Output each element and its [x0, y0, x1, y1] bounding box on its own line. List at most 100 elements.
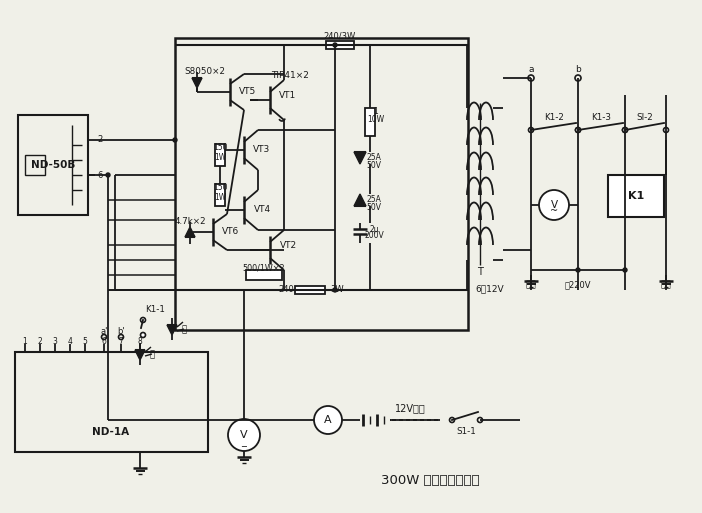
Text: S1-1: S1-1 — [456, 427, 476, 437]
Text: ND-1A: ND-1A — [93, 427, 130, 437]
Text: K1-3: K1-3 — [591, 113, 611, 123]
Circle shape — [575, 75, 581, 81]
Text: 1W: 1W — [214, 192, 226, 202]
Text: VT2: VT2 — [279, 241, 296, 249]
Text: a: a — [528, 66, 534, 74]
Text: 6: 6 — [102, 337, 107, 345]
Text: 7: 7 — [119, 337, 124, 345]
Polygon shape — [354, 152, 366, 164]
Polygon shape — [185, 227, 195, 237]
Text: 500/1W×2: 500/1W×2 — [243, 264, 285, 272]
Text: 绿: 绿 — [181, 326, 187, 334]
Circle shape — [449, 418, 454, 423]
Text: VT1: VT1 — [279, 90, 297, 100]
Text: 1: 1 — [373, 108, 378, 116]
Text: T: T — [477, 267, 483, 277]
Text: 2: 2 — [97, 135, 102, 145]
Circle shape — [477, 418, 482, 423]
Bar — [25, 155, 45, 175]
Text: VT6: VT6 — [223, 227, 239, 236]
Text: K1: K1 — [628, 191, 644, 201]
Text: K1-2: K1-2 — [544, 113, 564, 123]
Text: _: _ — [241, 437, 246, 447]
Text: 50V: 50V — [366, 203, 381, 211]
Circle shape — [623, 128, 628, 132]
Circle shape — [528, 75, 534, 81]
Bar — [365, 108, 375, 136]
Circle shape — [173, 138, 177, 142]
Text: 6: 6 — [97, 170, 102, 180]
Text: ND-50B: ND-50B — [31, 160, 75, 170]
Text: K1-1: K1-1 — [145, 306, 165, 314]
Text: VT3: VT3 — [253, 146, 271, 154]
Bar — [608, 175, 664, 217]
Text: 240: 240 — [278, 285, 294, 293]
Text: 2: 2 — [38, 337, 42, 345]
Text: 8: 8 — [138, 337, 143, 345]
Polygon shape — [192, 78, 202, 88]
Text: 4.7k×2: 4.7k×2 — [174, 218, 206, 227]
Text: V: V — [240, 430, 248, 440]
Circle shape — [119, 334, 124, 340]
Text: b': b' — [117, 327, 125, 337]
Text: VT5: VT5 — [239, 88, 257, 96]
Bar — [295, 286, 325, 294]
Polygon shape — [135, 350, 145, 360]
Text: V: V — [550, 200, 557, 210]
Text: b: b — [575, 66, 581, 74]
Text: 200V: 200V — [364, 230, 384, 240]
Circle shape — [576, 128, 581, 132]
Text: 红: 红 — [150, 350, 154, 360]
Circle shape — [140, 318, 145, 323]
Circle shape — [140, 332, 145, 338]
Text: 4: 4 — [67, 337, 72, 345]
Text: 输出: 输出 — [526, 281, 536, 289]
Text: TIP41×2: TIP41×2 — [271, 70, 309, 80]
Circle shape — [333, 288, 337, 292]
Bar — [18, 115, 88, 215]
Text: 输入: 输入 — [661, 281, 671, 289]
Text: SI-2: SI-2 — [637, 113, 654, 123]
Text: 12V电源: 12V电源 — [395, 403, 425, 413]
Text: 10W: 10W — [367, 115, 385, 125]
Polygon shape — [167, 325, 177, 335]
Text: 50V: 50V — [366, 161, 381, 169]
Text: 2μ: 2μ — [369, 225, 379, 233]
Circle shape — [576, 268, 580, 272]
Bar — [175, 38, 468, 330]
Circle shape — [333, 43, 337, 47]
Circle shape — [623, 268, 627, 272]
Text: 240/3W: 240/3W — [324, 31, 356, 41]
Circle shape — [529, 128, 534, 132]
Text: S8050×2: S8050×2 — [185, 68, 225, 76]
Text: 25A: 25A — [366, 153, 381, 163]
Bar — [215, 144, 225, 166]
Text: 3W: 3W — [330, 285, 343, 293]
Text: 5: 5 — [83, 337, 88, 345]
Text: 25A: 25A — [366, 195, 381, 205]
Bar — [215, 184, 225, 206]
Text: 3: 3 — [53, 337, 58, 345]
Circle shape — [106, 173, 110, 177]
Circle shape — [623, 128, 628, 132]
Text: 1: 1 — [22, 337, 27, 345]
Circle shape — [663, 128, 668, 132]
Text: ~: ~ — [550, 206, 558, 216]
Circle shape — [102, 334, 107, 340]
Text: A: A — [324, 415, 332, 425]
Text: 300W 逆变电源原理图: 300W 逆变电源原理图 — [380, 473, 479, 486]
Text: 6～12V: 6～12V — [476, 285, 504, 293]
Text: 1W: 1W — [214, 152, 226, 162]
Bar — [15, 352, 208, 452]
Circle shape — [314, 406, 342, 434]
Text: ～220V: ～220V — [564, 281, 591, 289]
Bar — [326, 41, 354, 49]
Polygon shape — [354, 194, 366, 206]
Circle shape — [576, 128, 581, 132]
Text: VT4: VT4 — [253, 206, 270, 214]
Circle shape — [228, 419, 260, 451]
Text: a': a' — [100, 327, 107, 337]
Bar — [246, 270, 282, 280]
Circle shape — [539, 190, 569, 220]
Text: 150: 150 — [213, 144, 227, 152]
